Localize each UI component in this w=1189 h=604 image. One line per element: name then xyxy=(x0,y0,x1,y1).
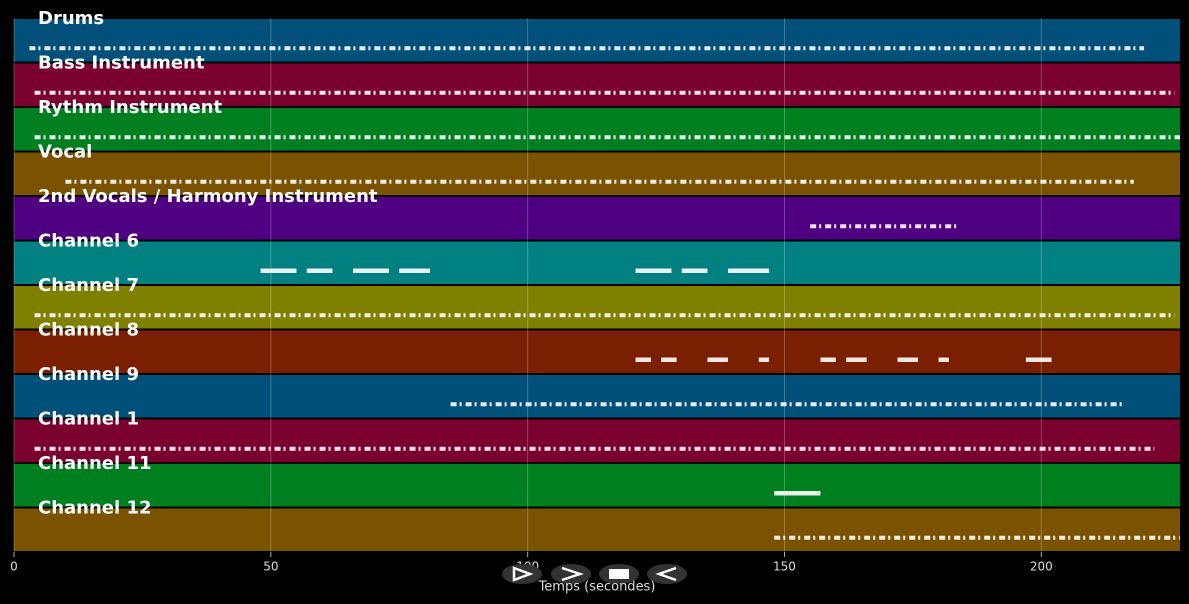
track-label: Channel 9 xyxy=(38,364,139,385)
track-label: Channel 7 xyxy=(38,275,139,296)
track-band xyxy=(14,197,1180,240)
track-band xyxy=(14,330,1180,373)
grid xyxy=(13,18,1042,552)
track-band xyxy=(14,286,1180,329)
track-band xyxy=(14,241,1180,284)
x-tick-label: 50 xyxy=(263,560,278,574)
track-band xyxy=(14,19,1180,62)
track-label: Drums xyxy=(38,8,104,29)
track-label: Channel 1 xyxy=(38,409,139,430)
button-bg[interactable] xyxy=(502,564,542,584)
x-tick-label: 150 xyxy=(773,560,796,574)
tracks xyxy=(14,19,1180,551)
notes xyxy=(29,46,1180,540)
button-bg[interactable] xyxy=(647,564,687,584)
x-tick-label: 0 xyxy=(10,560,18,574)
stop-button[interactable] xyxy=(599,564,639,584)
forward-button[interactable] xyxy=(551,564,591,584)
track-label: Bass Instrument xyxy=(38,53,205,74)
x-tick-label: 200 xyxy=(1030,560,1053,574)
track-label: Vocal xyxy=(38,142,92,163)
track-label: Channel 6 xyxy=(38,231,139,252)
track-band xyxy=(14,108,1180,151)
track-label: Channel 8 xyxy=(38,320,139,341)
track-band xyxy=(14,375,1180,418)
button-bg[interactable] xyxy=(551,564,591,584)
x-axis-label: Temps (secondes) xyxy=(538,580,656,595)
labels: Drums Bass Instrument Rythm Instrument Voca… xyxy=(38,8,378,519)
track-label: 2nd Vocals / Harmony Instrument xyxy=(38,186,378,207)
icon xyxy=(609,569,629,579)
playback-controls xyxy=(502,564,687,584)
track-band xyxy=(14,63,1180,106)
rewind-button[interactable] xyxy=(647,564,687,584)
play-button[interactable] xyxy=(502,564,542,584)
track-label: Channel 11 xyxy=(38,453,152,474)
icon xyxy=(512,566,534,582)
track-label: Rythm Instrument xyxy=(38,97,223,118)
track-band xyxy=(14,152,1180,195)
track-band xyxy=(14,464,1180,507)
track-label: Channel 12 xyxy=(38,498,152,519)
track-band xyxy=(14,508,1180,551)
icon xyxy=(655,566,677,582)
track-band xyxy=(14,419,1180,462)
icon xyxy=(561,566,584,582)
